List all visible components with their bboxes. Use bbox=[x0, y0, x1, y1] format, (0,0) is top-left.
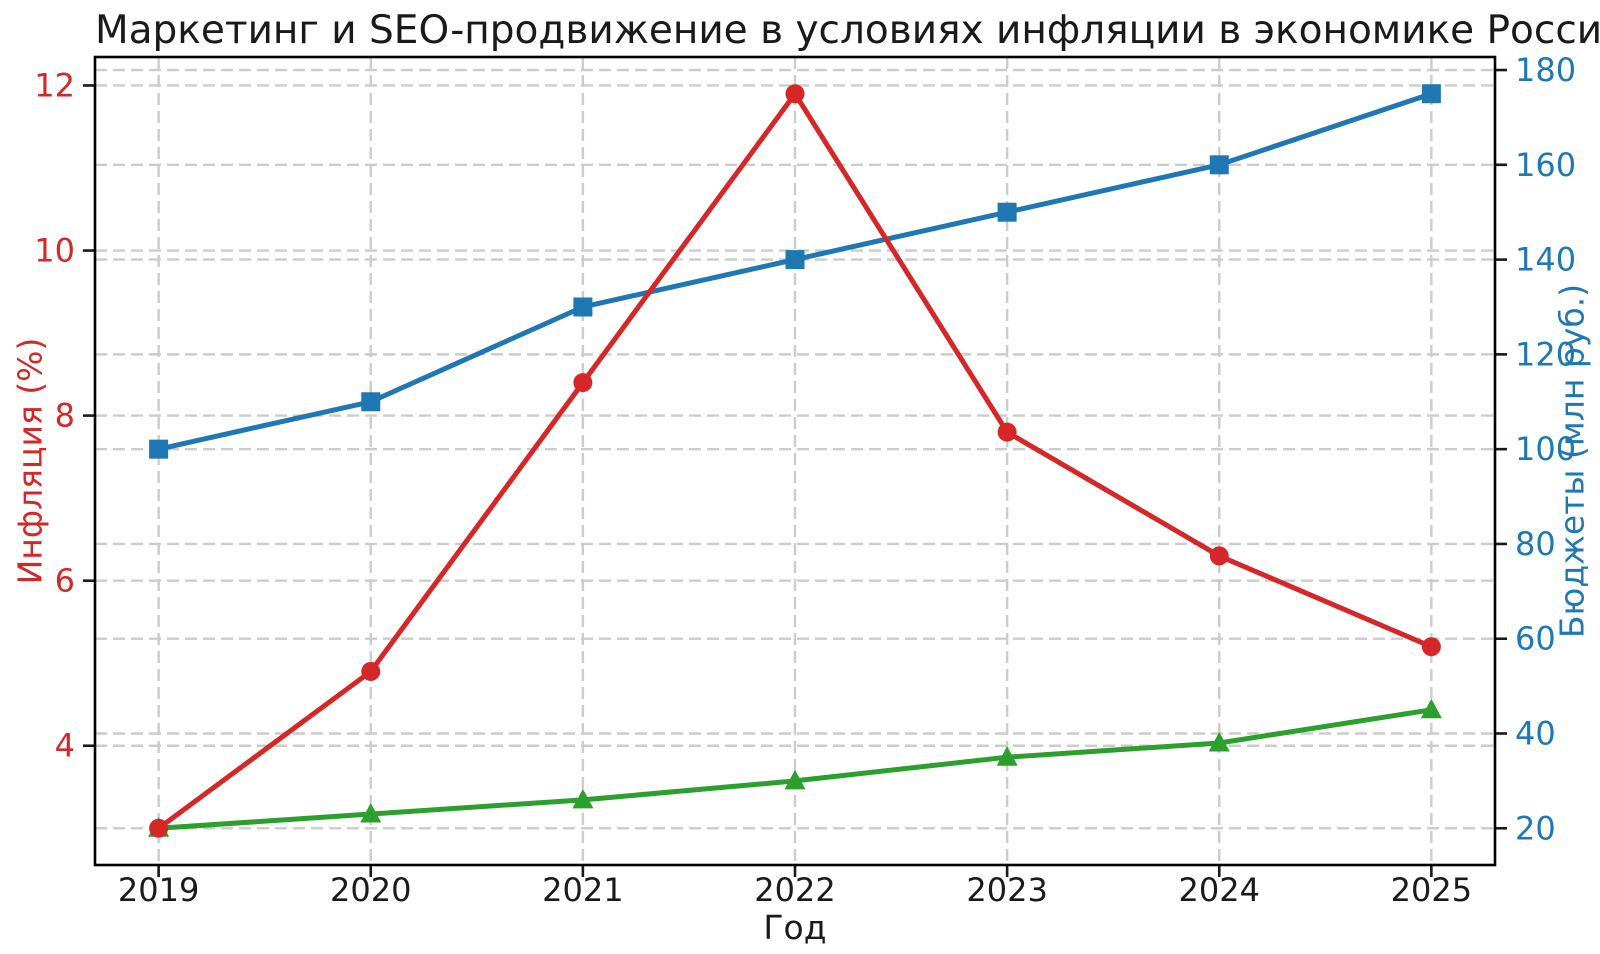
x-tick-label: 2022 bbox=[754, 871, 835, 909]
left-tick-label: 8 bbox=[55, 397, 75, 435]
left-tick-label: 10 bbox=[34, 232, 75, 270]
green-series-point-2022 bbox=[784, 769, 806, 790]
green-series-point-2020 bbox=[360, 803, 382, 823]
series-budgets bbox=[149, 84, 1441, 459]
green-series-point-2023 bbox=[996, 746, 1018, 766]
inflation-point-2025 bbox=[1421, 637, 1441, 657]
green-series-point-2025 bbox=[1420, 698, 1442, 719]
plot-spines bbox=[93, 55, 1497, 867]
right-tick-label: 60 bbox=[1515, 620, 1556, 658]
right-tick-label: 100 bbox=[1515, 430, 1576, 468]
inflation-point-2021 bbox=[573, 373, 593, 393]
gridlines bbox=[95, 57, 1495, 865]
budgets-point-2019 bbox=[149, 439, 169, 459]
inflation-point-2022 bbox=[785, 84, 805, 104]
green-series-point-2024 bbox=[1208, 731, 1230, 752]
series-inflation bbox=[149, 84, 1441, 838]
right-tick-label: 40 bbox=[1515, 714, 1556, 752]
budgets-point-2025 bbox=[1421, 84, 1441, 104]
x-tick-label: 2024 bbox=[1179, 871, 1260, 909]
tick-labels: 2019 2020 2021 2022 2023 2024 2025 4 6 8 10 12 20 40 6… bbox=[34, 51, 1576, 909]
tick-marks bbox=[83, 68, 1507, 877]
right-tick-label: 160 bbox=[1515, 146, 1576, 184]
budgets-point-2021 bbox=[573, 297, 593, 317]
green-series-point-2021 bbox=[572, 788, 594, 809]
right-tick-label: 80 bbox=[1515, 525, 1556, 563]
x-tick-label: 2021 bbox=[542, 871, 623, 909]
right-tick-label: 180 bbox=[1515, 51, 1576, 89]
left-tick-label: 12 bbox=[34, 66, 75, 104]
right-tick-label: 20 bbox=[1515, 809, 1556, 847]
budgets-point-2024 bbox=[1209, 155, 1229, 175]
inflation-point-2020 bbox=[361, 661, 381, 681]
left-tick-label: 4 bbox=[55, 727, 75, 765]
inflation-point-2023 bbox=[997, 422, 1017, 442]
left-tick-label: 6 bbox=[55, 562, 75, 600]
x-tick-label: 2019 bbox=[118, 871, 199, 909]
right-tick-label: 120 bbox=[1515, 335, 1576, 373]
right-tick-label: 140 bbox=[1515, 241, 1576, 279]
inflation-point-2024 bbox=[1209, 546, 1229, 566]
x-tick-label: 2025 bbox=[1391, 871, 1472, 909]
x-tick-label: 2020 bbox=[330, 871, 411, 909]
budgets-point-2020 bbox=[361, 392, 381, 412]
chart-title: Маркетинг и SEO-продвижение в условиях и… bbox=[95, 8, 1600, 53]
x-tick-label: 2023 bbox=[966, 871, 1047, 909]
inflation-point-2019 bbox=[149, 818, 169, 838]
budgets-point-2022 bbox=[785, 250, 805, 270]
budgets-point-2023 bbox=[997, 202, 1017, 222]
x-axis-label: Год bbox=[763, 908, 827, 947]
